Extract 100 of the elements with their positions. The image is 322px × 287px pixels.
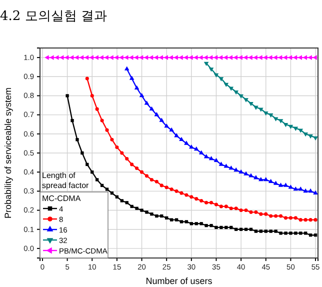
point: [125, 156, 129, 161]
point: [130, 162, 134, 166]
point: [224, 82, 229, 88]
point: [268, 178, 274, 184]
point: [174, 189, 178, 193]
point: [264, 212, 268, 216]
point: [204, 55, 208, 60]
point: [259, 212, 263, 216]
point: [244, 228, 248, 231]
point: [174, 133, 179, 138]
point: [283, 182, 288, 187]
point: [134, 85, 140, 90]
point: [169, 127, 174, 132]
point: [299, 232, 302, 235]
point: [80, 151, 84, 155]
point: [190, 222, 193, 226]
point: [314, 234, 318, 237]
point: [139, 92, 144, 98]
point: [289, 232, 292, 235]
point: [125, 201, 128, 204]
point: [154, 112, 160, 116]
point: [76, 138, 79, 142]
point: [86, 162, 89, 166]
point: [224, 226, 228, 230]
point: [200, 222, 203, 226]
point: [304, 232, 308, 235]
point: [198, 150, 204, 154]
point: [298, 186, 304, 191]
point: [170, 218, 174, 222]
point: [180, 220, 184, 224]
point: [234, 167, 238, 172]
point: [313, 190, 318, 194]
point: [180, 191, 184, 195]
point: [249, 210, 253, 214]
point: [174, 218, 178, 222]
point: [239, 208, 243, 212]
point: [64, 55, 69, 60]
point: [96, 178, 99, 182]
point: [288, 216, 292, 220]
point: [244, 98, 248, 102]
point: [308, 234, 312, 237]
point: [184, 220, 188, 224]
point: [85, 76, 89, 80]
point: [248, 102, 254, 106]
point: [303, 132, 308, 137]
point: [95, 107, 99, 111]
point: [134, 55, 138, 60]
point: [278, 214, 283, 218]
point: [204, 224, 208, 228]
point: [229, 206, 233, 210]
point: [204, 62, 209, 66]
point: [224, 164, 229, 168]
point: [278, 119, 284, 124]
point: [288, 184, 294, 189]
point: [204, 200, 208, 204]
point: [308, 134, 313, 139]
point: [210, 224, 213, 228]
y-axis-title: Probability of serviceable system: [3, 87, 13, 219]
point: [70, 118, 74, 122]
point: [144, 174, 149, 178]
point: [293, 186, 298, 191]
point: [170, 187, 174, 192]
point: [258, 108, 264, 112]
point: [273, 55, 278, 60]
point: [218, 77, 224, 82]
point: [160, 214, 164, 218]
point: [294, 232, 298, 235]
point: [308, 188, 313, 193]
point: [263, 176, 268, 182]
point: [284, 232, 288, 235]
point: [219, 204, 223, 208]
point: [100, 184, 104, 188]
point: [269, 230, 272, 233]
point: [154, 180, 158, 184]
point: [294, 216, 298, 220]
point: [145, 210, 148, 214]
point: [288, 124, 294, 130]
point: [194, 197, 198, 201]
point: [165, 216, 168, 220]
point: [90, 170, 94, 174]
point: [224, 204, 228, 208]
point: [258, 176, 264, 182]
point: [209, 200, 214, 204]
point: [273, 180, 278, 185]
point: [314, 218, 318, 222]
point: [239, 228, 243, 231]
x-axis-title: Number of users: [146, 276, 213, 286]
point: [254, 106, 258, 110]
point: [140, 170, 144, 174]
point: [44, 55, 49, 60]
point: [234, 90, 238, 95]
point: [130, 204, 134, 208]
point: [144, 100, 150, 105]
point: [208, 156, 214, 160]
point: [159, 118, 164, 122]
point: [228, 166, 234, 170]
point: [204, 154, 209, 158]
point: [110, 138, 114, 142]
point: [190, 195, 194, 199]
point: [105, 128, 109, 132]
